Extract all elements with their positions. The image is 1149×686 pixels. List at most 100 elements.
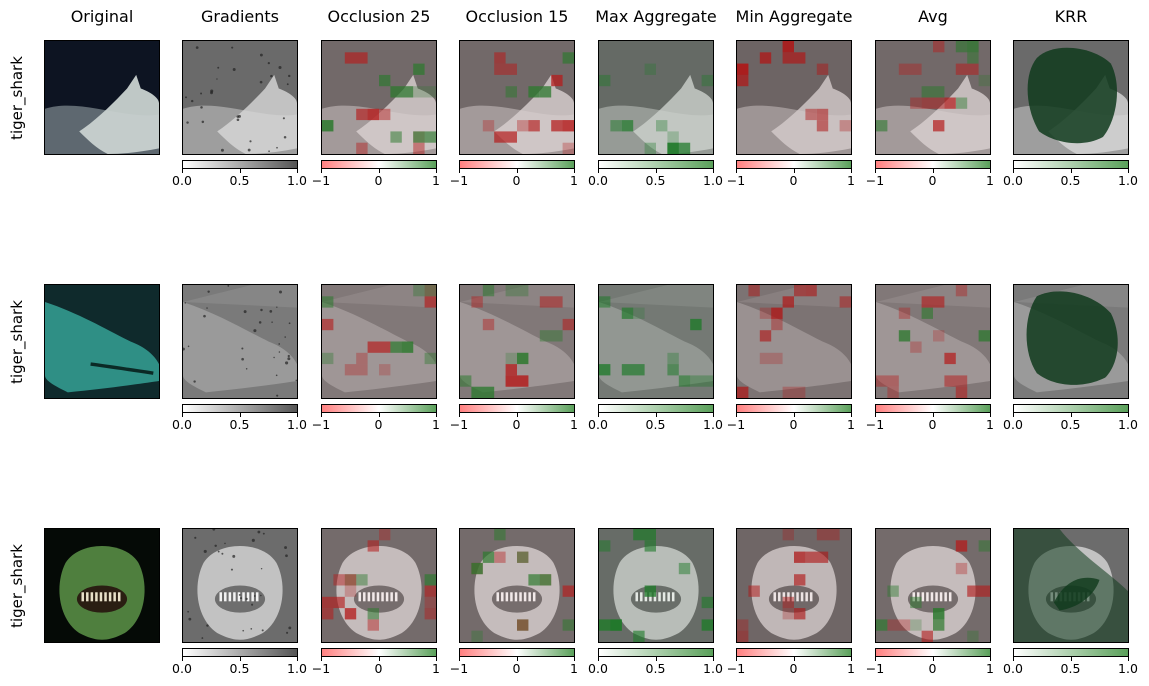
colorbar-tick-label: −1 xyxy=(449,417,469,432)
heatmap-panel xyxy=(44,284,160,399)
colorbar-tick xyxy=(875,657,876,661)
column-title: KRR xyxy=(1054,7,1088,26)
colorbar-tick xyxy=(1128,413,1129,417)
colorbar xyxy=(598,648,714,657)
colorbar-tick-label: 0.0 xyxy=(1003,173,1023,188)
colorbar-tick xyxy=(932,413,934,417)
colorbar-tick xyxy=(182,657,183,661)
colorbar-tick-label: 0.0 xyxy=(1003,417,1023,432)
colorbar-tick xyxy=(297,657,298,661)
colorbar xyxy=(459,160,575,169)
heatmap-panel xyxy=(875,40,991,155)
colorbar-tick-label: −1 xyxy=(865,417,885,432)
colorbar-tick xyxy=(655,413,657,417)
colorbar-tick xyxy=(297,169,298,173)
colorbar-tick xyxy=(598,413,599,417)
heatmap-panel xyxy=(1013,40,1129,155)
colorbar-tick xyxy=(321,657,322,661)
column-title: Gradients xyxy=(201,7,279,26)
colorbar-tick-label: 1 xyxy=(986,173,994,188)
colorbar-tick-label: 0.0 xyxy=(1003,661,1023,676)
colorbar xyxy=(459,648,575,657)
heatmap-panel xyxy=(182,284,298,399)
colorbar xyxy=(875,404,991,413)
colorbar-tick-label: 0 xyxy=(789,661,798,676)
colorbar-tick xyxy=(1070,657,1072,661)
colorbar-tick-label: 0.0 xyxy=(588,417,608,432)
colorbar-tick xyxy=(875,169,876,173)
colorbar-tick xyxy=(932,657,934,661)
colorbar-tick-label: 1.0 xyxy=(1118,173,1138,188)
colorbar-tick xyxy=(1013,657,1014,661)
colorbar-tick-label: 1 xyxy=(432,417,440,432)
colorbar-tick-label: 1 xyxy=(432,173,440,188)
colorbar xyxy=(736,404,852,413)
colorbar-tick xyxy=(321,413,322,417)
colorbar xyxy=(875,648,991,657)
colorbar-tick-label: 0 xyxy=(374,173,383,188)
colorbar-tick xyxy=(574,657,575,661)
colorbar-tick-label: 1.0 xyxy=(287,417,307,432)
colorbar-tick-label: 1 xyxy=(432,661,440,676)
colorbar-tick xyxy=(598,169,599,173)
colorbar-tick-label: −1 xyxy=(311,173,331,188)
colorbar-tick xyxy=(239,413,241,417)
colorbar-tick xyxy=(875,413,876,417)
colorbar-tick xyxy=(793,413,795,417)
heatmap-panel xyxy=(182,40,298,155)
colorbar-tick xyxy=(436,657,437,661)
column-title: Occlusion 25 xyxy=(327,7,431,26)
column-title: Avg xyxy=(918,7,948,26)
colorbar-tick xyxy=(990,169,991,173)
heatmap-panel xyxy=(459,528,575,643)
colorbar xyxy=(598,404,714,413)
column-title: Max Aggregate xyxy=(595,7,717,26)
colorbar-tick-label: 0.5 xyxy=(1060,661,1081,676)
colorbar-tick xyxy=(436,413,437,417)
colorbar xyxy=(598,160,714,169)
colorbar-tick xyxy=(516,413,518,417)
column-title: Occlusion 15 xyxy=(465,7,569,26)
colorbar-tick xyxy=(932,169,934,173)
colorbar-tick-label: 1 xyxy=(570,661,578,676)
row-label: tiger_shark xyxy=(8,543,26,628)
colorbar-tick xyxy=(378,413,380,417)
colorbar-tick xyxy=(736,169,737,173)
colorbar-tick-label: 0 xyxy=(928,661,937,676)
colorbar-tick-label: 0.5 xyxy=(645,661,666,676)
colorbar-tick-label: 1.0 xyxy=(703,417,723,432)
colorbar-tick-label: 1 xyxy=(847,661,855,676)
colorbar-tick-label: 1 xyxy=(570,173,578,188)
colorbar-tick-label: 1.0 xyxy=(1118,417,1138,432)
colorbar-tick xyxy=(793,169,795,173)
colorbar-tick xyxy=(182,169,183,173)
colorbar-tick-label: 0 xyxy=(789,173,798,188)
colorbar-tick-label: 0.5 xyxy=(1060,417,1081,432)
colorbar xyxy=(182,160,298,169)
colorbar xyxy=(1013,160,1129,169)
colorbar xyxy=(459,404,575,413)
colorbar-tick xyxy=(713,657,714,661)
colorbar-tick xyxy=(1013,413,1014,417)
colorbar-tick xyxy=(182,413,183,417)
colorbar-tick-label: 0.5 xyxy=(645,173,666,188)
colorbar-tick xyxy=(851,169,852,173)
colorbar-tick xyxy=(990,413,991,417)
colorbar-tick-label: 1 xyxy=(847,417,855,432)
colorbar-tick-label: 0.0 xyxy=(172,661,192,676)
heatmap-panel xyxy=(321,284,437,399)
colorbar-tick xyxy=(713,169,714,173)
colorbar-tick xyxy=(1128,657,1129,661)
heatmap-panel xyxy=(875,284,991,399)
heatmap-panel xyxy=(875,528,991,643)
colorbar-tick-label: 0.5 xyxy=(1060,173,1081,188)
colorbar xyxy=(321,404,437,413)
colorbar-tick xyxy=(598,657,599,661)
colorbar-tick-label: −1 xyxy=(449,661,469,676)
colorbar xyxy=(182,648,298,657)
colorbar-tick xyxy=(574,169,575,173)
colorbar-tick xyxy=(851,657,852,661)
heatmap-panel xyxy=(459,40,575,155)
colorbar-tick-label: 0.0 xyxy=(172,417,192,432)
colorbar-tick-label: 1 xyxy=(986,661,994,676)
